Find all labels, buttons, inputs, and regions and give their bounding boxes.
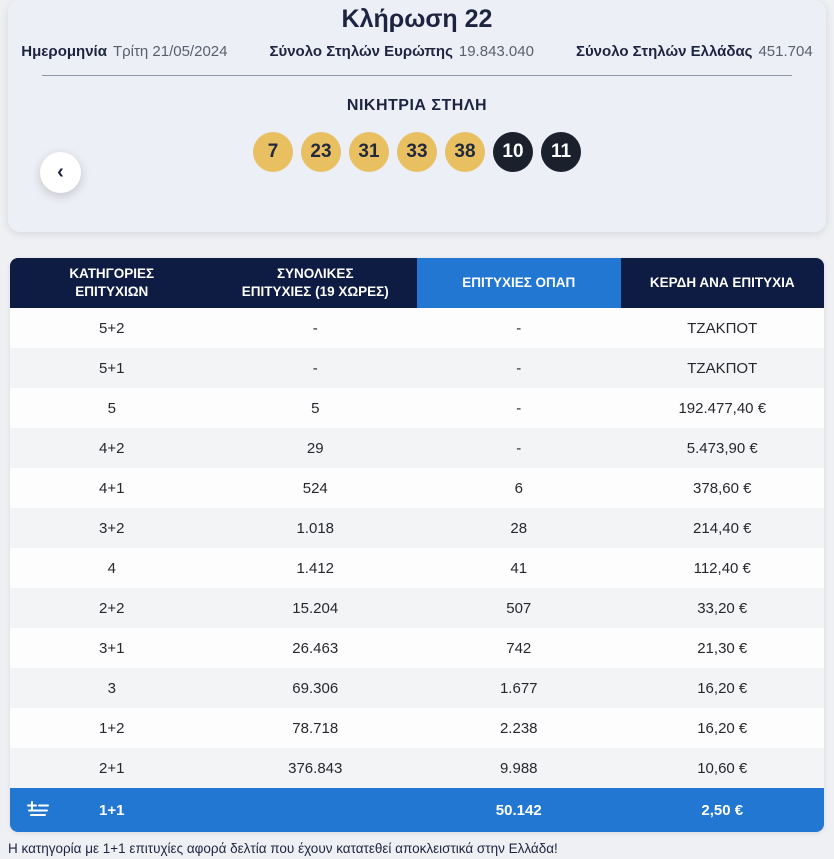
cell-opap: - — [516, 359, 522, 377]
divider — [42, 75, 792, 76]
cell-category: 3+2 — [99, 519, 125, 537]
draw-title: Κλήρωση 22 — [341, 5, 493, 33]
column-header-prize-per-win: ΚΕΡΔΗ ΑΝΑ ΕΠΙΤΥΧΙΑ — [649, 274, 795, 290]
cell-total: 5 — [311, 399, 320, 417]
chevron-left-icon: ‹ — [57, 161, 64, 183]
cell-total: 69.306 — [292, 679, 339, 697]
cell-total: - — [312, 359, 318, 377]
table-row: 1+2 78.718 2.238 16,20 € — [10, 708, 824, 748]
meta-greece-label: Σύνολο Στηλών Ελλάδας — [575, 43, 753, 60]
meta-date-label: Ημερομηνία — [21, 43, 107, 60]
column-header-total-wins: ΣΥΝΟΛΙΚΕΣ ΕΠΙΤΥΧΙΕΣ (19 ΧΩΡΕΣ) — [241, 265, 389, 299]
cell-category: 2+2 — [99, 599, 125, 617]
cell-category: 5 — [107, 399, 116, 417]
cell-prize: ΤΖΑΚΠΟΤ — [687, 359, 758, 377]
column-header-opap-wins: ΕΠΙΤΥΧΙΕΣ ΟΠΑΠ — [417, 258, 621, 308]
cell-category: 5+2 — [99, 319, 125, 337]
cell-total: 26.463 — [292, 639, 339, 657]
cell-opap: 41 — [510, 559, 528, 577]
meta-europe-columns: Σύνολο Στηλών Ευρώπης 19.843.040 — [269, 43, 533, 60]
cell-total: 15.204 — [292, 599, 339, 617]
meta-europe-label: Σύνολο Στηλών Ευρώπης — [269, 43, 453, 60]
winning-number-ball: 7 — [253, 132, 293, 172]
cell-total: 29 — [306, 439, 324, 457]
meta-date: Ημερομηνία Τρίτη 21/05/2024 — [21, 43, 227, 60]
meta-europe-value: 19.843.040 — [458, 43, 534, 60]
winning-number-ball: 11 — [541, 132, 581, 172]
table-row: 5+2 - - ΤΖΑΚΠΟΤ — [10, 308, 824, 348]
cell-opap: 28 — [510, 519, 528, 537]
cell-prize: 16,20 € — [697, 719, 748, 737]
table-row: 2+2 15.204 507 33,20 € — [10, 588, 824, 628]
winning-number-ball: 33 — [397, 132, 437, 172]
cell-prize: 21,30 € — [697, 639, 748, 657]
cell-opap: 1.677 — [499, 679, 538, 697]
previous-draw-button[interactable]: ‹ — [40, 152, 81, 193]
table-row: 4 1.412 41 112,40 € — [10, 548, 824, 588]
cell-category: 2+1 — [99, 759, 125, 777]
table-row-greece-only: 1+1 50.142 2,50 € — [10, 788, 824, 832]
winning-numbers-area: ‹ 7 23 31 33 38 10 11 — [8, 132, 826, 193]
meta-greece-value: 451.704 — [758, 43, 813, 60]
table-row: 4+2 29 - 5.473,90 € — [10, 428, 824, 468]
winning-number-ball: 23 — [301, 132, 341, 172]
cell-prize: 5.473,90 € — [686, 439, 758, 457]
cell-category: 4+2 — [99, 439, 125, 457]
cell-category: 3 — [107, 679, 116, 697]
cell-total: 1.412 — [296, 559, 335, 577]
table-row: 3 69.306 1.677 16,20 € — [10, 668, 824, 708]
cell-opap: - — [516, 439, 522, 457]
meta-date-value: Τρίτη 21/05/2024 — [112, 43, 228, 60]
cell-opap: - — [516, 399, 522, 417]
cell-total: 1.018 — [296, 519, 335, 537]
winning-numbers: 7 23 31 33 38 10 11 — [8, 132, 826, 172]
table-row: 2+1 376.843 9.988 10,60 € — [10, 748, 824, 788]
table-body: 5+2 - - ΤΖΑΚΠΟΤ 5+1 - - ΤΖΑΚΠΟΤ 5 5 - 19… — [10, 308, 824, 788]
cell-prize: 378,60 € — [693, 479, 752, 497]
cell-category: 1+1 — [99, 801, 125, 819]
cell-category: 4 — [107, 559, 116, 577]
cell-total: 78.718 — [292, 719, 339, 737]
winning-number-ball: 31 — [349, 132, 389, 172]
table-row: 3+2 1.018 28 214,40 € — [10, 508, 824, 548]
cell-prize: 10,60 € — [697, 759, 748, 777]
draw-meta: Ημερομηνία Τρίτη 21/05/2024 Σύνολο Στηλών… — [8, 43, 826, 60]
results-table: ΚΑΤΗΓΟΡΙΕΣ ΕΠΙΤΥΧΙΩΝ ΣΥΝΟΛΙΚΕΣ ΕΠΙΤΥΧΙΕΣ… — [10, 258, 824, 832]
winning-number-ball: 38 — [445, 132, 485, 172]
cell-category: 4+1 — [99, 479, 125, 497]
cell-opap: 507 — [506, 599, 532, 617]
cell-opap: 6 — [514, 479, 523, 497]
table-row: 5 5 - 192.477,40 € — [10, 388, 824, 428]
cell-category: 1+2 — [99, 719, 125, 737]
footnote: Η κατηγορία με 1+1 επιτυχίες αφορά δελτί… — [8, 841, 558, 856]
cell-category: 5+1 — [99, 359, 125, 377]
cell-opap: 50.142 — [495, 801, 542, 819]
cell-opap: 9.988 — [499, 759, 538, 777]
cell-prize: 214,40 € — [693, 519, 752, 537]
winning-number-ball: 10 — [493, 132, 533, 172]
cell-prize: 192.477,40 € — [678, 399, 767, 417]
table-row: 3+1 26.463 742 21,30 € — [10, 628, 824, 668]
cell-opap: - — [516, 319, 522, 337]
cell-prize: 2,50 € — [701, 801, 744, 819]
meta-greece-columns: Σύνολο Στηλών Ελλάδας 451.704 — [576, 43, 813, 60]
greek-flag-icon — [27, 801, 49, 819]
cell-prize: 112,40 € — [693, 559, 751, 577]
winning-column-title: ΝΙΚΗΤΡΙΑ ΣΤΗΛΗ — [346, 97, 488, 114]
table-row: 5+1 - - ΤΖΑΚΠΟΤ — [10, 348, 824, 388]
cell-opap: 2.238 — [499, 719, 538, 737]
cell-prize: 16,20 € — [697, 679, 748, 697]
cell-prize: ΤΖΑΚΠΟΤ — [687, 319, 758, 337]
column-header-categories: ΚΑΤΗΓΟΡΙΕΣ ΕΠΙΤΥΧΙΩΝ — [69, 265, 155, 299]
cell-total: 524 — [302, 479, 328, 497]
cell-total: - — [312, 319, 318, 337]
cell-prize: 33,20 € — [697, 599, 748, 617]
table-header: ΚΑΤΗΓΟΡΙΕΣ ΕΠΙΤΥΧΙΩΝ ΣΥΝΟΛΙΚΕΣ ΕΠΙΤΥΧΙΕΣ… — [10, 258, 824, 308]
table-row: 4+1 524 6 378,60 € — [10, 468, 824, 508]
cell-opap: 742 — [506, 639, 532, 657]
cell-category: 3+1 — [99, 639, 125, 657]
cell-total: 376.843 — [288, 759, 343, 777]
draw-info-card: Κλήρωση 22 Ημερομηνία Τρίτη 21/05/2024 Σύ… — [8, 0, 826, 232]
